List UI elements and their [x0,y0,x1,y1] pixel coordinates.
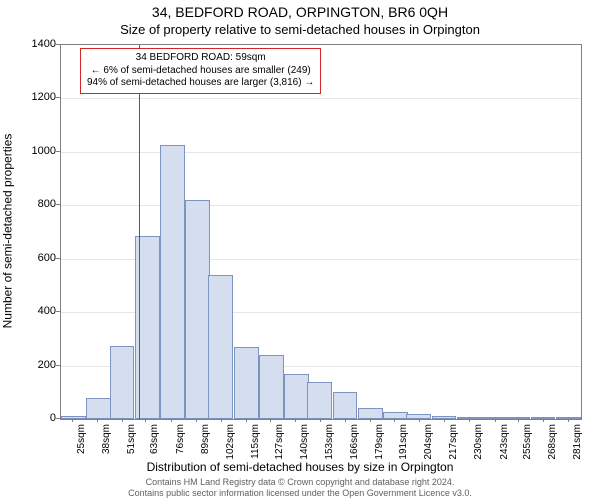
chart-frame: { "titles": { "main": "34, BEDFORD ROAD,… [0,0,600,500]
plot-area [60,44,582,420]
ytick-mark [56,204,60,205]
xtick-mark [72,418,73,422]
xtick-mark [122,418,123,422]
ytick-mark [56,258,60,259]
xtick-mark [270,418,271,422]
xtick-mark [543,418,544,422]
xtick-mark [419,418,420,422]
xtick-mark [196,418,197,422]
xtick-mark [444,418,445,422]
histogram-bar [208,275,233,419]
footer-attribution: Contains HM Land Registry data © Crown c… [0,477,600,498]
histogram-bar [333,392,358,419]
ytick-mark [56,44,60,45]
chart-subtitle: Size of property relative to semi-detach… [0,22,600,37]
y-axis-label-text: Number of semi-detached properties [0,134,14,329]
xtick-mark [469,418,470,422]
reference-annotation: 34 BEDFORD ROAD: 59sqm ← 6% of semi-deta… [80,48,321,94]
annotation-line3: 94% of semi-detached houses are larger (… [87,77,314,90]
xtick-mark [171,418,172,422]
histogram-bar [86,398,111,419]
annotation-line1: 34 BEDFORD ROAD: 59sqm [87,52,314,65]
histogram-bar [110,346,135,419]
xtick-mark [345,418,346,422]
reference-line [139,45,140,419]
histogram-bar [234,347,259,419]
ytick-label: 0 [16,412,56,424]
ytick-mark [56,311,60,312]
xtick-mark [518,418,519,422]
footer-line1: Contains HM Land Registry data © Crown c… [0,477,600,487]
ytick-mark [56,418,60,419]
histogram-bar [160,145,185,419]
xtick-mark [568,418,569,422]
xtick-mark [246,418,247,422]
ytick-label: 400 [16,305,56,317]
ytick-label: 1000 [16,145,56,157]
ytick-label: 200 [16,359,56,371]
histogram-bar [61,416,86,419]
xtick-mark [97,418,98,422]
xtick-mark [370,418,371,422]
footer-line2: Contains public sector information licen… [0,488,600,498]
histogram-bar [383,412,408,419]
xtick-mark [495,418,496,422]
annotation-line2: ← 6% of semi-detached houses are smaller… [87,65,314,78]
ytick-label: 1200 [16,91,56,103]
xtick-mark [145,418,146,422]
histogram-bar [284,374,309,419]
chart-title: 34, BEDFORD ROAD, ORPINGTON, BR6 0QH [0,4,600,20]
xtick-mark [394,418,395,422]
ytick-mark [56,151,60,152]
histogram-bar [307,382,332,419]
ytick-label: 800 [16,198,56,210]
ytick-label: 600 [16,252,56,264]
xtick-mark [221,418,222,422]
xtick-mark [320,418,321,422]
x-axis-label: Distribution of semi-detached houses by … [0,460,600,474]
xtick-mark [295,418,296,422]
ytick-label: 1400 [16,38,56,50]
histogram-bar [259,355,284,419]
ytick-mark [56,365,60,366]
histogram-bar [185,200,210,419]
ytick-mark [56,97,60,98]
